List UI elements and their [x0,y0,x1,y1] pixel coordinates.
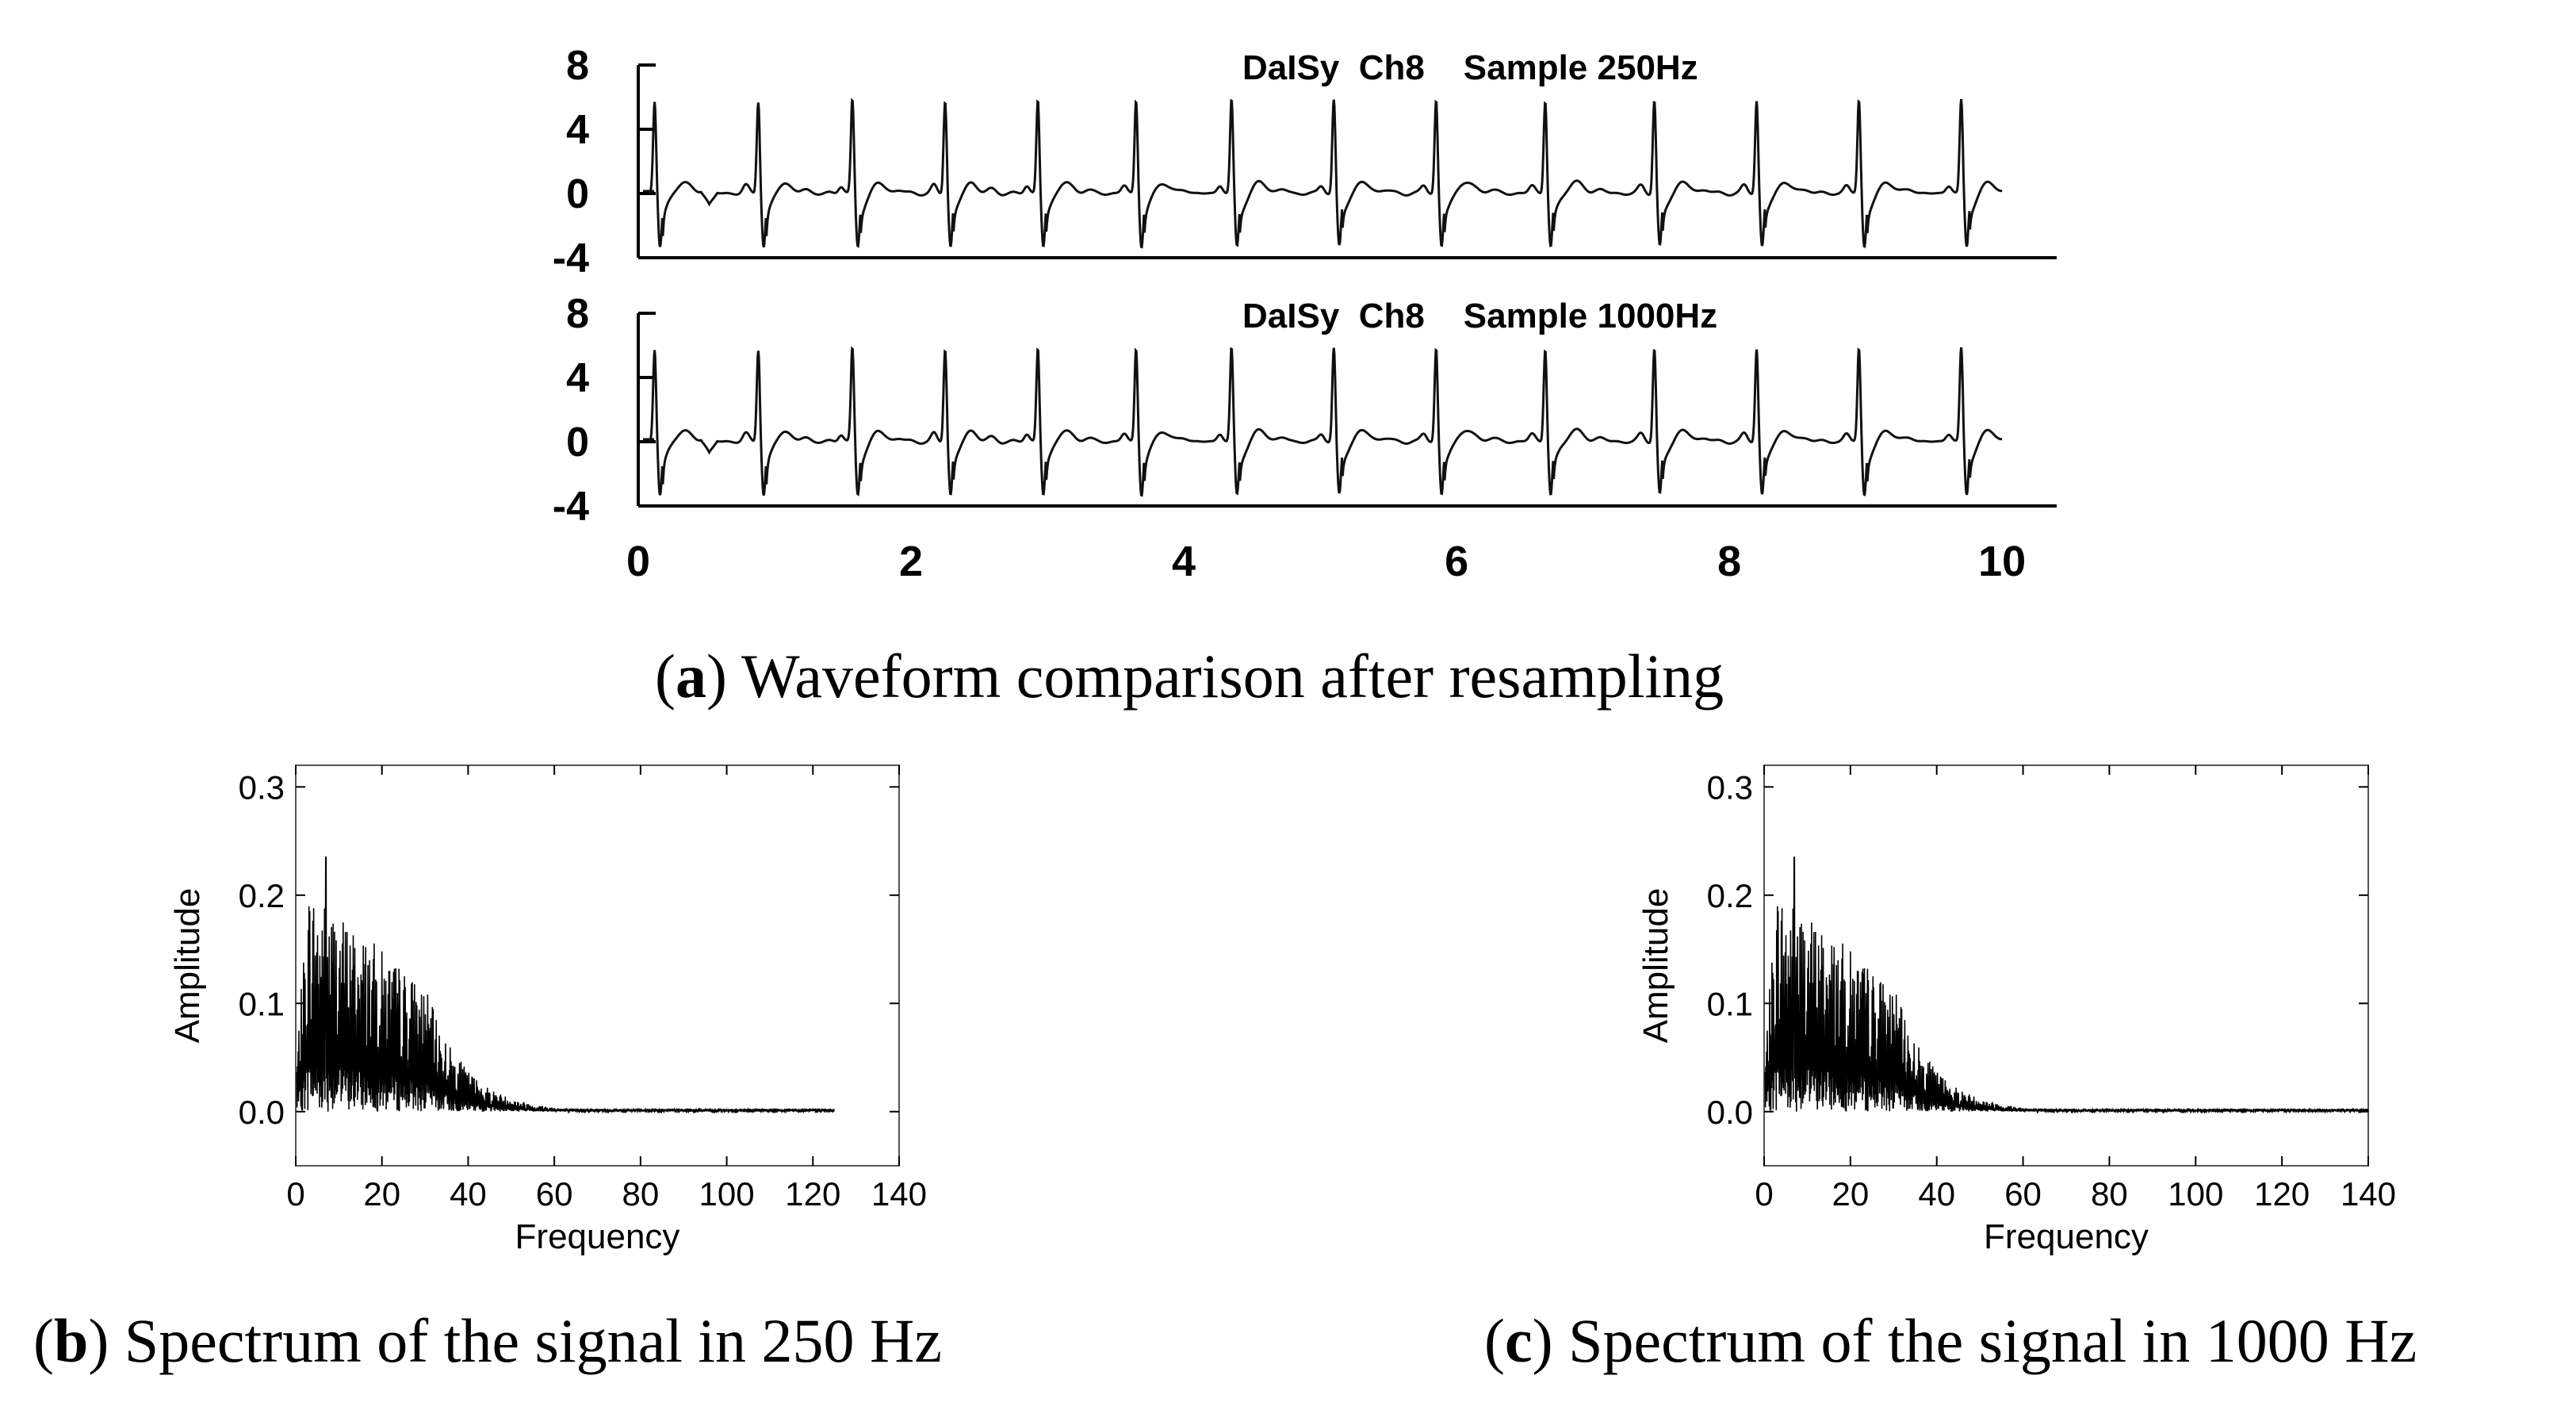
caption-b: (b) Spectrum of the signal in 250 Hz [33,1306,942,1375]
y-tick-label: 0.2 [239,877,285,914]
x-tick-label: 0 [286,1175,304,1213]
caption-c: (c) Spectrum of the signal in 1000 Hz [1484,1306,2417,1375]
x-tick-label: 100 [2168,1175,2223,1213]
caption-a-letter: a [675,642,706,711]
x-tick-label: 2 [899,538,923,585]
caption-b-text: Spectrum of the signal in 250 Hz [109,1306,942,1375]
y-tick-label: -4 [553,484,589,530]
x-tick-label: 80 [2091,1175,2128,1213]
panel-c-spectrum-1000hz: 0.0 0.1 0.2 0.3 0 20 40 60 80 100 120 140 Frequency A… [1636,764,2396,1256]
x-tick-label: 140 [871,1175,927,1213]
x-tick-label: 8 [1717,538,1741,585]
x-tick-label: 140 [2341,1175,2396,1213]
y-axis-label: Amplitude [1636,888,1675,1044]
y-tick-label: 0.0 [239,1094,285,1131]
x-tick-label: 0 [626,538,650,585]
x-tick-label: 40 [450,1175,487,1213]
chart-title: DaISy Ch8 Sample 1000Hz [1242,297,1717,335]
panel-a2-ecg-1000hz: 8 4 0 -4 DaISy Ch8 Sample 1000Hz 0 2 4 6 8 10 [553,291,2057,585]
caption-c-text: Spectrum of the signal in 1000 Hz [1552,1306,2417,1375]
spectrum-line [1764,856,2369,1114]
chart-title: DaISy Ch8 Sample 250Hz [1242,48,1698,87]
y-tick-label: 0 [566,171,589,217]
x-tick-label: 20 [1832,1175,1869,1213]
x-tick-label: 80 [622,1175,659,1213]
x-tick-label: 40 [1918,1175,1955,1213]
ecg-waveform-line [649,346,2003,497]
caption-a: (a) Waveform comparison after resampling [655,642,1724,711]
spectrum-line [296,856,835,1114]
x-axis-label: Frequency [515,1217,680,1256]
plot-frame [295,764,900,1167]
ecg-waveform-line [649,98,2003,249]
caption-b-letter: b [53,1306,89,1375]
x-tick-label: 10 [1978,538,2026,585]
x-tick-label: 6 [1445,538,1468,585]
x-tick-label: 60 [2004,1175,2042,1213]
x-tick-label: 120 [2254,1175,2310,1213]
y-tick-label: 0.3 [1707,768,1753,806]
x-tick-label: 60 [536,1175,573,1213]
x-tick-label: 100 [699,1175,755,1213]
x-tick-label: 20 [363,1175,400,1213]
y-tick-label: 0.1 [1707,985,1753,1022]
caption-c-letter: c [1504,1306,1533,1375]
x-tick-label: 0 [1755,1175,1773,1213]
y-tick-label: 0.3 [239,768,285,806]
y-tick-label: 8 [566,43,589,89]
y-tick-label: 4 [566,355,589,401]
caption-a-text: Waveform comparison after resampling [726,642,1724,711]
y-tick-label: 0.0 [1707,1094,1753,1131]
x-axis-label: Frequency [1984,1217,2149,1256]
plot-frame [1763,764,2369,1167]
y-tick-label: 4 [566,107,589,153]
y-axis-label: Amplitude [168,888,207,1044]
y-tick-label: 0 [566,420,589,466]
y-tick-label: 0.2 [1707,877,1753,914]
panel-b-spectrum-250hz: 0.0 0.1 0.2 0.3 0 20 40 60 80 100 120 140 Frequency A… [168,764,927,1256]
y-tick-label: -4 [553,236,589,282]
y-tick-label: 0.1 [239,985,285,1022]
y-tick-label: 8 [566,291,589,337]
x-tick-label: 120 [785,1175,840,1213]
x-tick-label: 4 [1172,538,1196,585]
panel-a1-ecg-250hz: 8 4 0 -4 DaISy Ch8 Sample 250Hz [553,43,2057,282]
